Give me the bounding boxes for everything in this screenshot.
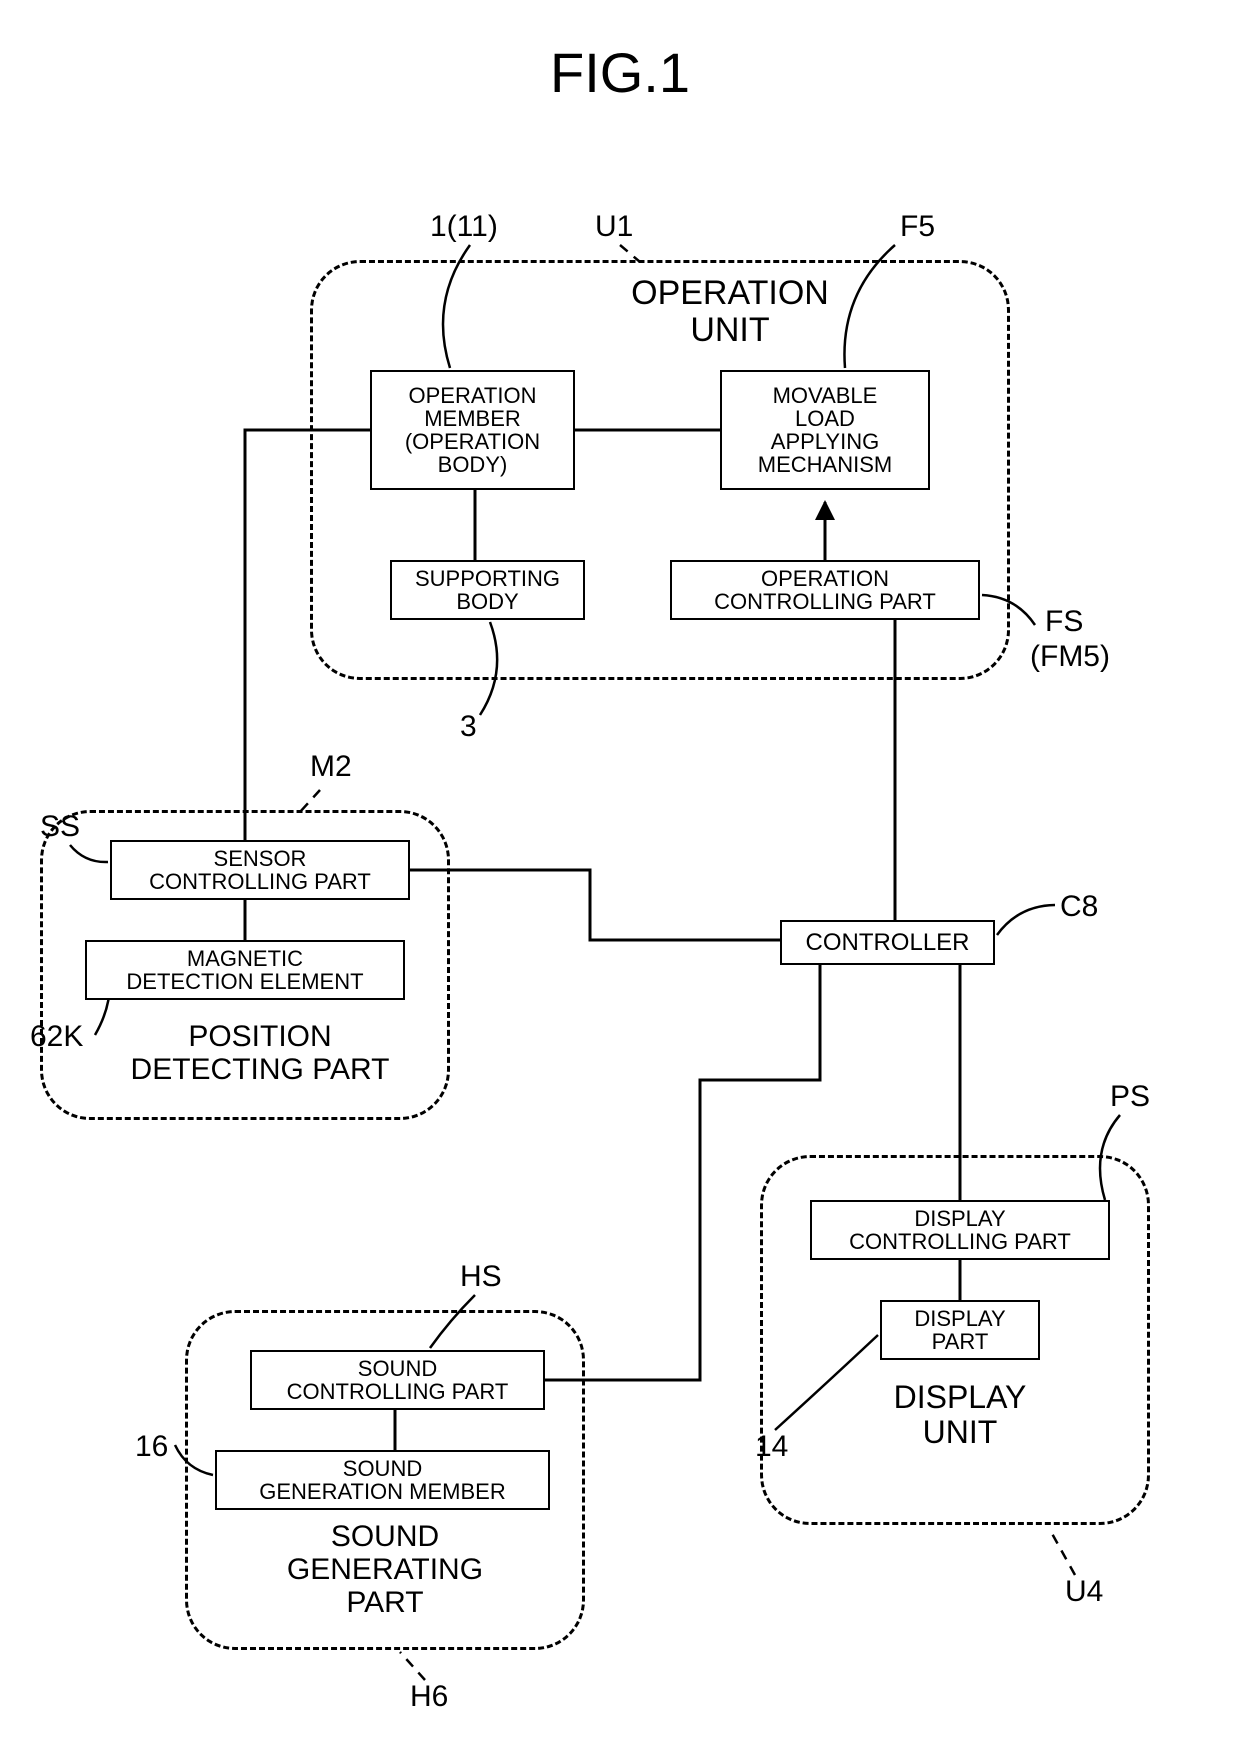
label-fm5: (FM5) <box>1030 640 1110 674</box>
label-3: 3 <box>460 710 477 744</box>
label-16: 16 <box>135 1430 168 1464</box>
block-supporting-body: SUPPORTINGBODY <box>390 560 585 620</box>
block-text: DISPLAYPART <box>914 1307 1005 1353</box>
block-sensor-controlling: SENSORCONTROLLING PART <box>110 840 410 900</box>
block-sound-controlling: SOUNDCONTROLLING PART <box>250 1350 545 1410</box>
label-u4: U4 <box>1065 1575 1103 1609</box>
block-operation-member: OPERATIONMEMBER(OPERATIONBODY) <box>370 370 575 490</box>
region-title-display-unit: DISPLAYUNIT <box>830 1380 1090 1450</box>
block-movable-load: MOVABLELOADAPPLYINGMECHANISM <box>720 370 930 490</box>
block-text: DISPLAYCONTROLLING PART <box>849 1207 1071 1253</box>
label-ss: SS <box>40 810 80 844</box>
region-title-operation-unit: OPERATIONUNIT <box>560 275 900 350</box>
label-u1: U1 <box>595 210 633 244</box>
label-62k: 62K <box>30 1020 83 1054</box>
block-text: MOVABLELOADAPPLYINGMECHANISM <box>758 384 892 476</box>
label-hs: HS <box>460 1260 502 1294</box>
diagram-canvas: FIG.1 OPERATIONUNIT POSITIONDETECTING PA… <box>0 0 1240 1750</box>
block-text: SENSORCONTROLLING PART <box>149 847 371 893</box>
block-text: SOUNDGENERATION MEMBER <box>259 1457 506 1503</box>
label-14: 14 <box>755 1430 788 1464</box>
label-h6: H6 <box>410 1680 448 1714</box>
block-sound-generation: SOUNDGENERATION MEMBER <box>215 1450 550 1510</box>
block-display-controlling: DISPLAYCONTROLLING PART <box>810 1200 1110 1260</box>
block-magnetic-detection: MAGNETICDETECTION ELEMENT <box>85 940 405 1000</box>
label-1-11: 1(11) <box>430 210 498 244</box>
block-display-part: DISPLAYPART <box>880 1300 1040 1360</box>
block-text: OPERATIONCONTROLLING PART <box>714 567 936 613</box>
label-fs: FS <box>1045 605 1083 639</box>
figure-title: FIG.1 <box>0 40 1240 105</box>
block-text: SOUNDCONTROLLING PART <box>287 1357 509 1403</box>
label-m2: M2 <box>310 750 352 784</box>
label-f5: F5 <box>900 210 935 244</box>
block-text: SUPPORTINGBODY <box>415 567 560 613</box>
block-text: OPERATIONMEMBER(OPERATIONBODY) <box>405 384 540 476</box>
label-ps: PS <box>1110 1080 1150 1114</box>
block-controller: CONTROLLER <box>780 920 995 965</box>
region-title-position-detecting: POSITIONDETECTING PART <box>70 1020 450 1086</box>
block-text: MAGNETICDETECTION ELEMENT <box>126 947 363 993</box>
region-title-sound-generating: SOUNDGENERATINGPART <box>215 1520 555 1619</box>
block-text: CONTROLLER <box>805 930 969 955</box>
block-operation-controlling: OPERATIONCONTROLLING PART <box>670 560 980 620</box>
label-c8: C8 <box>1060 890 1098 924</box>
